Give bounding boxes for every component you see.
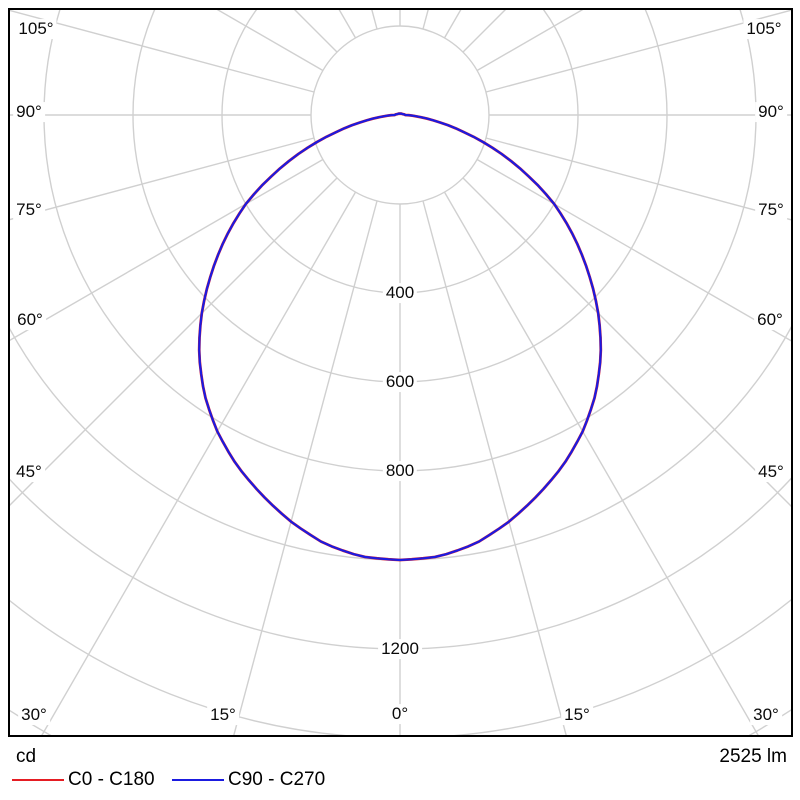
angle-label-right-90: 90° [755,102,787,122]
angle-label-right-60: 60° [754,310,786,330]
grid-ray-45 [462,177,791,507]
c0-c180-line-swatch [12,779,64,781]
flux-label: 2525 lm [719,746,787,767]
angle-label-right-45: 45° [755,462,787,482]
legend-label-c0-c180: C0 - C180 [68,769,155,790]
angle-label-left-45: 45° [13,462,45,482]
grid-ray-15 [422,200,567,735]
angle-label-left-30: 30° [18,705,50,725]
grid-ray-105 [485,10,791,93]
legend-item-c90-c270: C90 - C270 [172,769,332,795]
grid-ray-285 [10,137,315,221]
angle-label-right-75: 75° [755,200,787,220]
grid-ray-300 [10,158,324,341]
ring-label-1200: 1200 [378,639,422,659]
angle-label-bottom-0: 0° [388,704,412,724]
angle-label-left-15: 15° [207,705,239,725]
angle-label-right-15: 15° [561,705,593,725]
ring-label-400: 400 [382,283,418,303]
grid-ray-330 [41,191,357,735]
angle-label-left-60: 60° [14,310,46,330]
grid-ray-225 [294,10,338,53]
ring-label-800: 800 [382,461,418,481]
angle-label-right-105: 105° [743,19,785,39]
ring-label-600: 600 [382,372,418,392]
grid-ray-345 [233,200,378,735]
grid-ray-315 [10,177,338,506]
grid-ray-75 [485,137,791,221]
grid-ray-60 [476,158,791,342]
legend-label-c90-c270: C90 - C270 [228,769,326,790]
angle-label-left-75: 75° [13,200,45,220]
unit-label: cd [16,746,37,767]
legend: C0 - C180 C90 - C270 [0,769,800,795]
grid-ray-255 [10,10,315,93]
angle-label-left-90: 90° [13,102,45,122]
curve-c90-c270 [198,112,602,562]
grid-ray-30 [443,191,759,735]
legend-item-c0-c180: C0 - C180 [12,769,157,795]
angle-label-right-30: 30° [750,705,782,725]
angle-label-left-105: 105° [15,19,57,39]
polar-plot-area: 400 600 800 1200 0° 15° 15° 30° 30° 45° 45° 60° 60° 7… [8,8,793,737]
c90-c270-line-swatch [172,779,224,781]
